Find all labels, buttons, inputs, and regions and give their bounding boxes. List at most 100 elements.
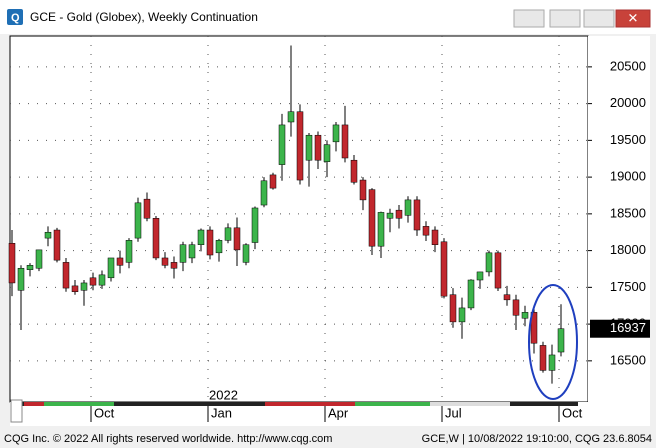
candle-body	[512, 299, 520, 316]
year-label: 2022	[209, 387, 238, 402]
candle-body	[179, 244, 187, 263]
time-bar-segment	[430, 402, 510, 406]
candle-body	[17, 267, 25, 291]
plot-area	[9, 35, 589, 403]
y-tick-label: 20000	[610, 95, 646, 110]
candle-body	[494, 252, 502, 289]
candle-body	[224, 227, 232, 241]
candle-body	[359, 179, 367, 201]
candle-body	[215, 240, 223, 254]
candle-body	[440, 241, 448, 297]
y-tick-label: 18500	[610, 205, 646, 220]
candle-body	[377, 212, 385, 247]
link-button[interactable]	[513, 9, 545, 28]
candle-body	[278, 124, 286, 165]
candle-body	[107, 257, 115, 279]
candle-body	[476, 271, 484, 281]
close-button[interactable]	[615, 9, 651, 28]
candle-body	[251, 207, 259, 243]
candle-body	[431, 229, 439, 245]
footer-right: GCE,W | 10/08/2022 19:10:00, CQG 23.6.80…	[422, 433, 652, 445]
highlight-ellipse	[528, 284, 578, 400]
candle-body	[26, 265, 34, 270]
maximize-button[interactable]	[583, 9, 615, 28]
candle-body	[161, 257, 169, 266]
candle-body	[116, 257, 124, 266]
time-bar-segment	[44, 402, 114, 406]
candle-body	[548, 354, 556, 371]
price-axis	[588, 36, 650, 426]
app-icon-glyph: Q	[11, 12, 20, 24]
candle-body	[287, 111, 295, 123]
candle-body	[314, 134, 322, 161]
candle-body	[395, 209, 403, 219]
candle-body	[332, 124, 340, 143]
candle-body	[260, 180, 268, 206]
candle-body	[449, 294, 457, 323]
candle-body	[521, 312, 529, 319]
candle-body	[458, 307, 466, 323]
candle-body	[467, 279, 475, 309]
candle-body	[296, 111, 304, 181]
candle-body	[44, 231, 52, 239]
candle-body	[503, 294, 511, 301]
app-icon	[7, 9, 23, 25]
candle-body	[341, 124, 349, 159]
candle-body	[413, 199, 421, 231]
y-tick-label: 19000	[610, 169, 646, 184]
candle-body	[530, 312, 538, 344]
candle-body	[233, 227, 241, 251]
candle-body	[53, 229, 61, 261]
y-tick-label: 18000	[610, 242, 646, 257]
candle-body	[143, 198, 151, 219]
candle-body	[89, 277, 97, 286]
candle-body	[80, 282, 88, 291]
x-tick-label: Oct	[562, 405, 583, 420]
candle-body	[71, 285, 79, 293]
candle-body	[242, 244, 250, 263]
window-title: GCE - Gold (Globex), Weekly Continuation	[30, 10, 258, 24]
scroll-handle[interactable]	[10, 399, 23, 423]
status-bar	[0, 428, 656, 448]
candle-body	[98, 274, 106, 286]
candle-body	[152, 218, 160, 259]
candle-body	[134, 202, 142, 239]
x-tick-label: Jul	[445, 405, 462, 420]
time-bar-segment	[265, 402, 355, 406]
y-tick-label: 20500	[610, 58, 646, 73]
candle-body	[305, 134, 313, 161]
footer-left: CQG Inc. © 2022 All rights reserved worl…	[4, 433, 332, 445]
candle-body	[368, 189, 376, 247]
candle-body	[557, 328, 565, 353]
candle-body	[404, 199, 412, 216]
title-bar	[0, 0, 656, 34]
candle-body	[197, 229, 205, 245]
candle-body	[188, 244, 196, 259]
candle-body	[35, 249, 43, 269]
candle-body	[125, 240, 133, 263]
candle-body	[323, 144, 331, 162]
y-tick-label: 16500	[610, 352, 646, 367]
candle-body	[539, 345, 547, 371]
candle-body	[206, 229, 214, 256]
candle-body	[422, 226, 430, 236]
x-tick-label: Oct	[94, 405, 115, 420]
time-bar-segment	[355, 402, 430, 406]
time-bar-segment	[24, 402, 44, 406]
candle-body	[269, 174, 277, 189]
candle-body	[485, 252, 493, 273]
candle-body	[170, 262, 178, 269]
x-tick-label: Jan	[211, 405, 232, 420]
minimize-button[interactable]	[549, 9, 581, 28]
x-tick-label: Apr	[328, 405, 349, 420]
y-tick-label: 17500	[610, 279, 646, 294]
candle-body	[62, 262, 70, 289]
candle-body	[350, 159, 358, 183]
candle-body	[386, 212, 394, 219]
candle-body	[8, 243, 16, 284]
close-glyph: ✕	[628, 10, 639, 25]
last-price-box	[590, 319, 650, 338]
y-tick-label: 19500	[610, 132, 646, 147]
last-price-label: 16937	[610, 320, 646, 335]
